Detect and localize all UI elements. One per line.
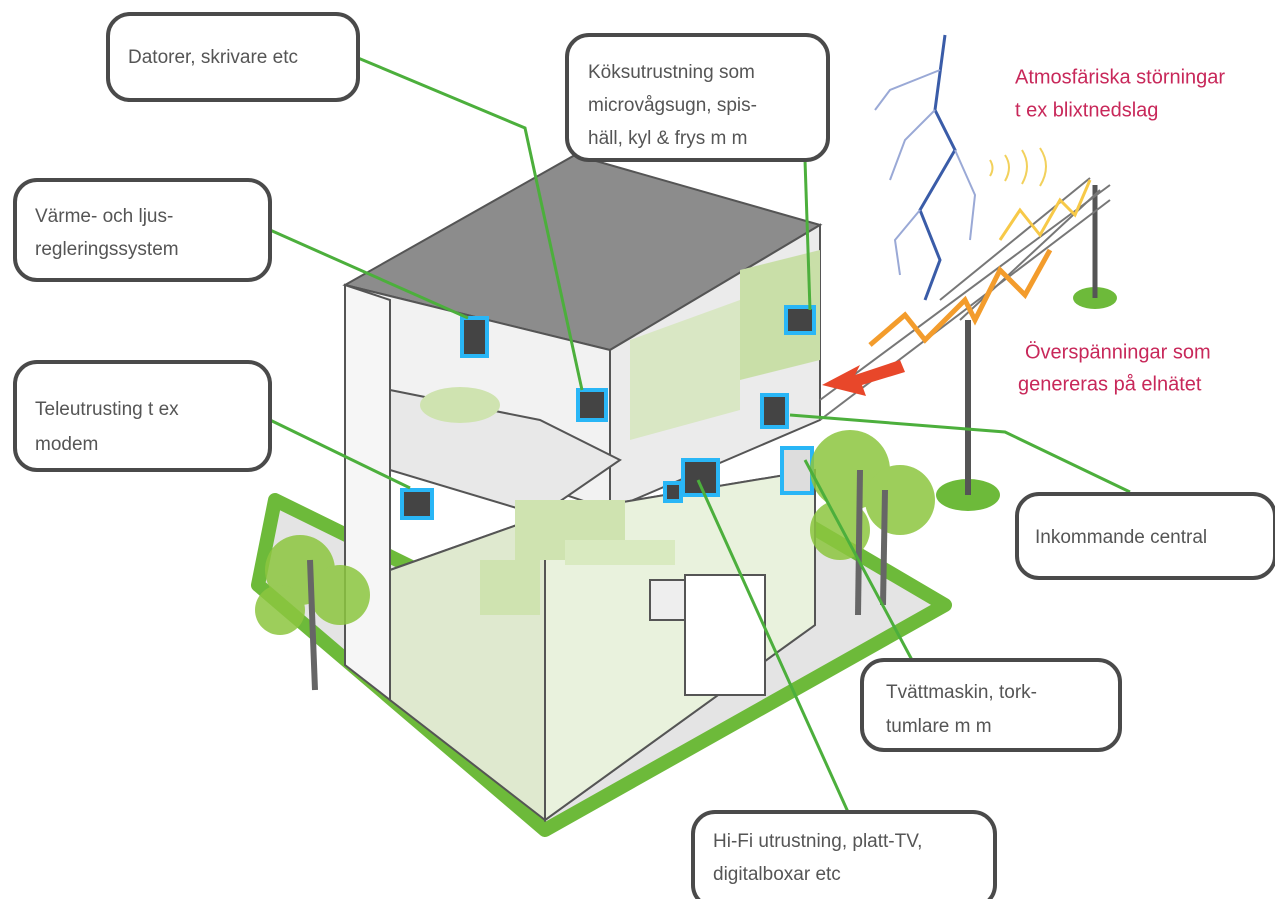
warning-text: t ex blixtnedslag xyxy=(1015,99,1158,121)
callout-text: Hi-Fi utrustning, platt-TV, xyxy=(713,831,922,852)
callout-text: digitalboxar etc xyxy=(713,864,841,885)
callout-text: häll, kyl & frys m m xyxy=(588,128,747,149)
callout-text: tumlare m m xyxy=(886,716,992,737)
callout-text: microvågsugn, spis- xyxy=(588,95,757,116)
warning-text: genereras på elnätet xyxy=(1018,373,1202,395)
callout-text: modem xyxy=(35,434,98,455)
callout-text: Datorer, skrivare etc xyxy=(128,47,298,68)
callout-text: Värme- och ljus- xyxy=(35,206,173,227)
callout-text: Tvättmaskin, tork- xyxy=(886,682,1037,703)
callout-text: regleringssystem xyxy=(35,239,179,260)
callout-text: Inkommande central xyxy=(1035,527,1207,548)
callout-box xyxy=(693,812,995,899)
warning-text: Atmosfäriska störningar xyxy=(1015,66,1225,88)
warning-text: Överspänningar som xyxy=(1025,341,1211,363)
callout-text: Köksutrustning som xyxy=(588,62,755,83)
diagram: Datorer, skrivare etc Köksutrustning som m… xyxy=(0,0,1275,899)
callout-text: Teleutrusting t ex xyxy=(35,399,179,420)
callout-box xyxy=(15,180,270,280)
